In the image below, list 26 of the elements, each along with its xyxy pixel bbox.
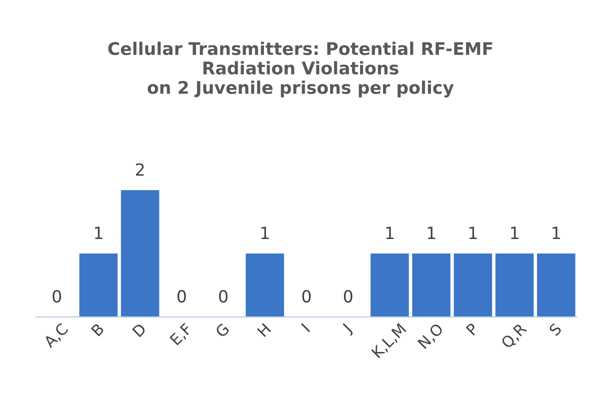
x-tick-label: G: [214, 322, 230, 338]
x-tick-label: B: [90, 322, 104, 336]
data-label: 1: [552, 226, 560, 239]
data-label: 0: [177, 290, 186, 303]
data-label: 1: [511, 226, 518, 239]
data-label: 0: [52, 290, 62, 303]
data-label: 0: [344, 290, 352, 303]
data-label: 0: [219, 290, 228, 303]
x-tick-label: I: [301, 323, 310, 332]
x-tick-label: J: [341, 323, 354, 336]
data-label: 1: [261, 226, 269, 239]
data-label: 1: [469, 226, 477, 239]
x-tick-label: D: [132, 322, 147, 338]
data-label: 1: [428, 226, 436, 239]
x-tick-label: H: [257, 323, 271, 338]
data-label: 2: [136, 163, 144, 176]
x-tick-label: Q,R: [500, 322, 528, 350]
data-label: 1: [95, 226, 102, 239]
data-label: 1: [386, 226, 394, 239]
x-tick-label: S: [548, 322, 562, 336]
data-label: 0: [302, 290, 311, 303]
x-tick-label: N,O: [417, 322, 445, 350]
chart-title: Cellular Transmitters: Potential RF-EMF Radiation Violations on 2 Juvenile prisons per policy: [108, 42, 492, 98]
x-tick-label: E,F: [170, 322, 194, 347]
x-tick-label: A,C: [42, 322, 70, 350]
x-tick-label: P: [466, 322, 479, 336]
